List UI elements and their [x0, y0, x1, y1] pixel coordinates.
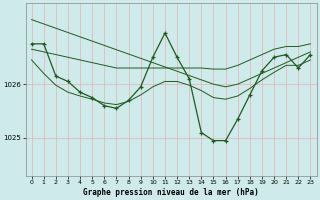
X-axis label: Graphe pression niveau de la mer (hPa): Graphe pression niveau de la mer (hPa)	[83, 188, 259, 197]
